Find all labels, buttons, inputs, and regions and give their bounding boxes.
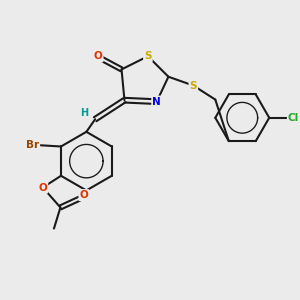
Text: S: S: [144, 51, 152, 61]
Text: Cl: Cl: [288, 113, 299, 123]
Text: H: H: [80, 108, 88, 118]
Text: S: S: [190, 80, 197, 91]
Text: O: O: [80, 190, 88, 200]
Text: O: O: [38, 182, 47, 193]
Text: Br: Br: [26, 140, 39, 150]
Text: O: O: [94, 51, 103, 61]
Text: N: N: [152, 97, 161, 106]
